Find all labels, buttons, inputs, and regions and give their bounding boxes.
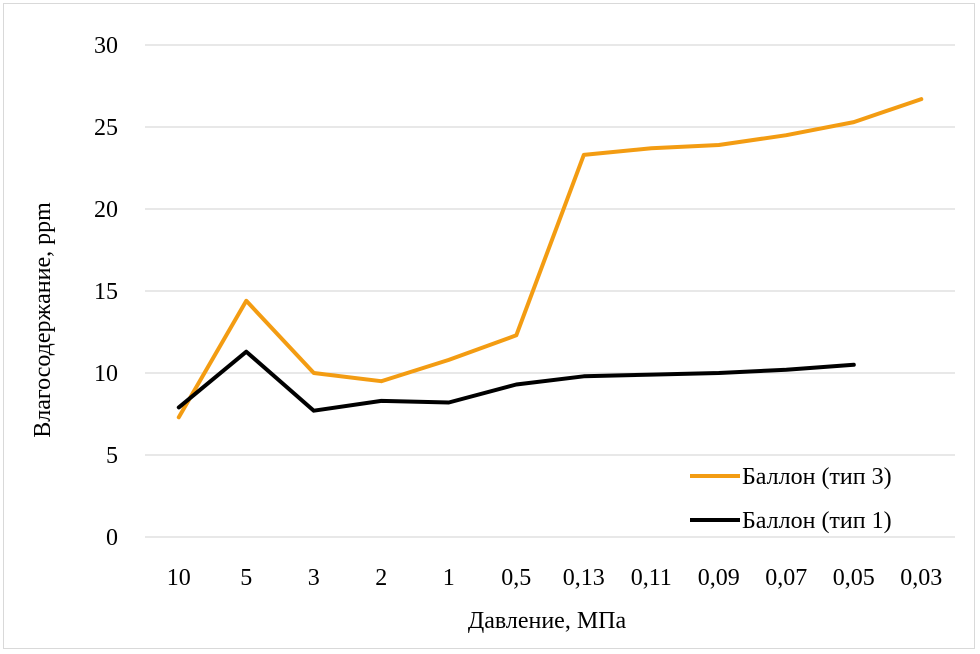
- x-tick-label: 0,03: [900, 565, 942, 591]
- y-tick-labels: 0 5 10 15 20 25 30: [94, 33, 118, 551]
- series-line-1: [176, 97, 924, 420]
- y-tick-label: 20: [94, 197, 118, 223]
- x-tick-label: 5: [240, 565, 252, 591]
- y-tick-label: 15: [94, 279, 118, 305]
- legend: Баллон (тип 3) Баллон (тип 1): [690, 464, 892, 534]
- x-tick-label: 0,13: [563, 565, 605, 591]
- x-tick-label: 0,09: [698, 565, 740, 591]
- y-tick-label: 30: [94, 33, 118, 59]
- series-line-2: [176, 349, 856, 413]
- y-tick-label: 25: [94, 115, 118, 141]
- y-axis-title: Влагосодержание, ppm: [30, 202, 56, 438]
- legend-label-series-1: Баллон (тип 3): [742, 464, 892, 490]
- x-tick-labels: 10 5 3 2 1 0,5 0,13 0,11 0,09 0,07 0,05 0,03: [167, 565, 943, 591]
- x-tick-label: 0,07: [765, 565, 807, 591]
- y-tick-label: 10: [94, 361, 118, 387]
- x-tick-label: 10: [167, 565, 191, 591]
- x-tick-label: 3: [308, 565, 320, 591]
- chart-frame: [3, 3, 975, 649]
- gridlines: [145, 44, 955, 538]
- x-tick-label: 1: [443, 565, 455, 591]
- y-tick-label: 5: [106, 443, 118, 469]
- legend-label-series-2: Баллон (тип 1): [742, 508, 892, 534]
- x-tick-label: 0,05: [833, 565, 875, 591]
- x-tick-label: 2: [375, 565, 387, 591]
- x-tick-label: 0,5: [501, 565, 531, 591]
- y-tick-label: 0: [106, 525, 118, 551]
- x-axis-title: Давление, МПа: [468, 608, 627, 634]
- x-tick-label: 0,11: [631, 565, 672, 591]
- series-lines: [176, 97, 924, 420]
